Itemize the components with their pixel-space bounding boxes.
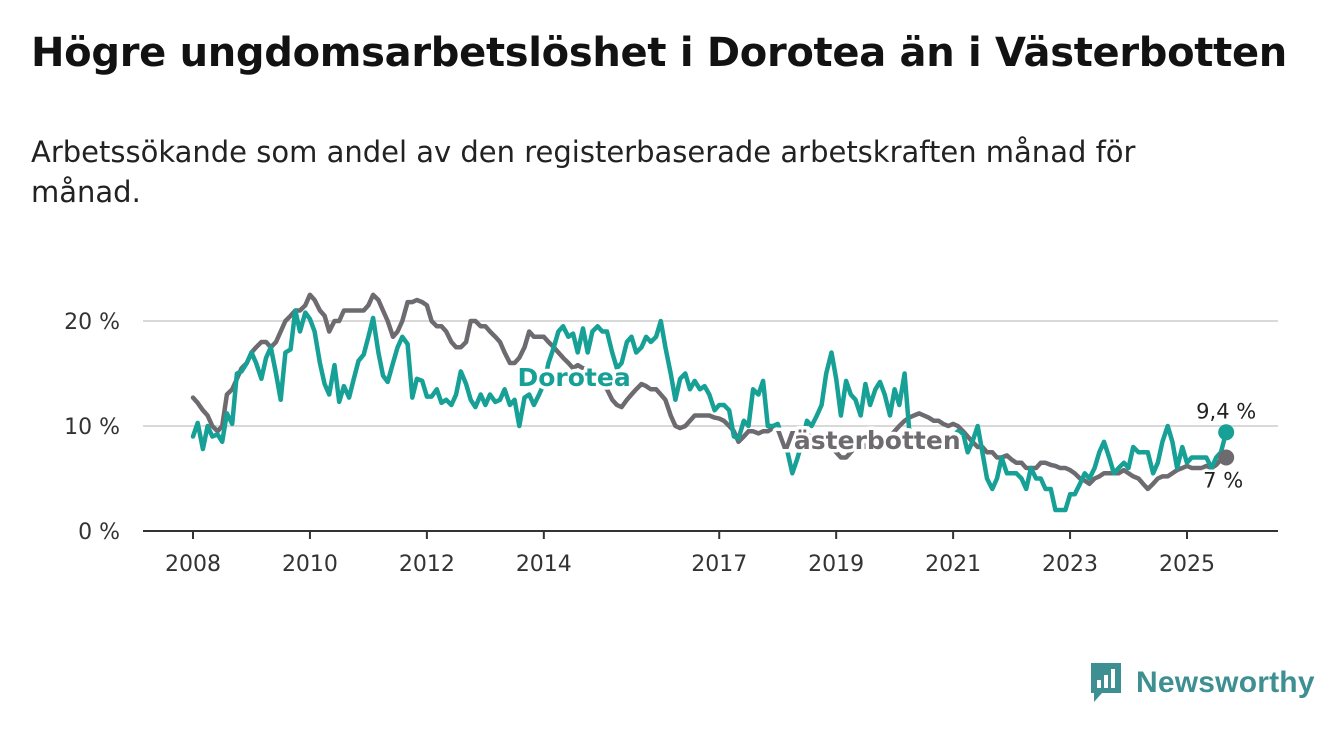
- x-tick-label: 2010: [282, 552, 338, 577]
- y-tick-label: 20 %: [64, 310, 120, 335]
- x-tick-label: 2019: [808, 552, 864, 577]
- brand-name: Newsworthy: [1136, 666, 1315, 699]
- x-tick-label: 2023: [1042, 552, 1098, 577]
- chart-title: Högre ungdomsarbetslöshet i Dorotea än i…: [31, 30, 1287, 76]
- y-tick-label: 10 %: [64, 415, 120, 440]
- x-tick-label: 2021: [925, 552, 981, 577]
- series-label-dorotea: Dorotea: [518, 363, 631, 392]
- end-label-dorotea: 9,4 %: [1196, 399, 1256, 423]
- x-tick-label: 2025: [1159, 552, 1215, 577]
- x-tick-label: 2014: [516, 552, 572, 577]
- series-line-vasterbotten: [190, 292, 1229, 492]
- newsworthy-logo-icon: [1091, 663, 1121, 702]
- series-line-dorotea: [190, 308, 1229, 513]
- x-tick-label: 2008: [165, 552, 221, 577]
- end-point-vasterbotten: [1218, 449, 1235, 466]
- series-label-vasterbotten: Västerbotten: [776, 426, 961, 455]
- end-label-vasterbotten: 7 %: [1203, 469, 1243, 493]
- y-tick-label: 0 %: [78, 520, 120, 545]
- brand-logo: Newsworthy: [1088, 660, 1315, 706]
- chart-subtitle: Arbetssökande som andel av den registerb…: [31, 135, 1136, 209]
- x-tick-label: 2012: [399, 552, 455, 577]
- x-tick-label: 2017: [691, 552, 747, 577]
- end-point-dorotea: [1218, 424, 1235, 441]
